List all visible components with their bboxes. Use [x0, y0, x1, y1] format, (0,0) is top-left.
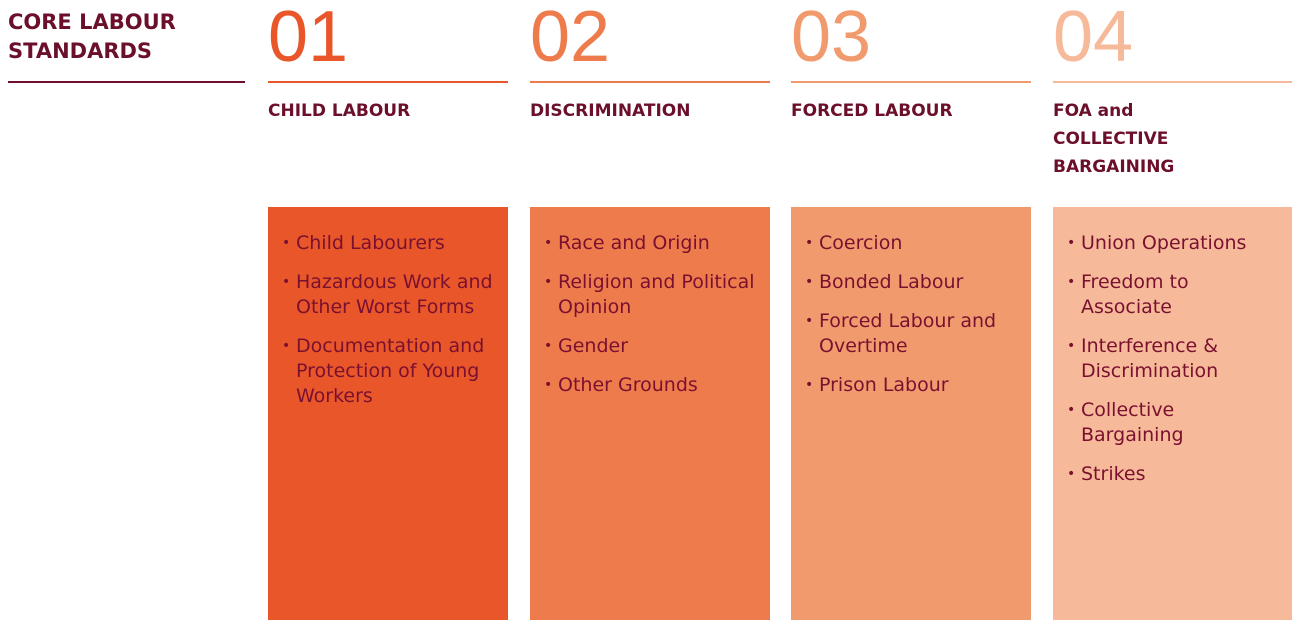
item: Race and Origin [544, 231, 758, 256]
item: Hazardous Work and Other Worst Forms [282, 270, 496, 320]
column-number: 02 [530, 0, 611, 77]
column-box: Coercion Bonded Labour Forced Labour and O… [791, 207, 1031, 620]
column-number: 03 [791, 0, 872, 77]
item: Strikes [1067, 462, 1281, 487]
title-rule [8, 81, 245, 83]
item: Union Operations [1067, 231, 1281, 256]
item: Prison Labour [805, 373, 1019, 398]
item: Bonded Labour [805, 270, 1019, 295]
item: Interference & Discrimination [1067, 334, 1281, 384]
item: Documentation and Protection of Young Wo… [282, 334, 496, 409]
column-heading: DISCRIMINATION [530, 101, 691, 121]
column-rule [1053, 81, 1292, 83]
item-list: Child Labourers Hazardous Work and Other … [282, 231, 496, 409]
column: 01 CHILD LABOUR Child Labourers Hazardous W… [268, 0, 508, 620]
item: Other Grounds [544, 373, 758, 398]
column: 03 FORCED LABOUR Coercion Bonded Labour Forc… [791, 0, 1031, 620]
item: Forced Labour and Overtime [805, 309, 1019, 359]
column-heading: FOA and COLLECTIVE BARGAINING [1053, 101, 1175, 177]
column-heading: FORCED LABOUR [791, 101, 953, 121]
column-rule [791, 81, 1031, 83]
column-box: Union Operations Freedom to Associate Inte… [1053, 207, 1292, 620]
item: Coercion [805, 231, 1019, 256]
column: 04 FOA and COLLECTIVE BARGAINING Union Ope… [1053, 0, 1292, 620]
column-heading: CHILD LABOUR [268, 101, 411, 121]
item: Collective Bargaining [1067, 398, 1281, 448]
item-list: Race and Origin Religion and Political Op… [544, 231, 758, 398]
item-list: Coercion Bonded Labour Forced Labour and O… [805, 231, 1019, 398]
item: Child Labourers [282, 231, 496, 256]
column-rule [268, 81, 508, 83]
column-number: 01 [268, 0, 349, 77]
item: Freedom to Associate [1067, 270, 1281, 320]
column-box: Child Labourers Hazardous Work and Other … [268, 207, 508, 620]
item-list: Union Operations Freedom to Associate Inte… [1067, 231, 1281, 487]
title: CORE LABOUR STANDARDS [8, 10, 176, 63]
item: Religion and Political Opinion [544, 270, 758, 320]
column-rule [530, 81, 770, 83]
column: 02 DISCRIMINATION Race and Origin Religion … [530, 0, 770, 620]
column-number: 04 [1053, 0, 1134, 77]
item: Gender [544, 334, 758, 359]
column-box: Race and Origin Religion and Political Op… [530, 207, 770, 620]
